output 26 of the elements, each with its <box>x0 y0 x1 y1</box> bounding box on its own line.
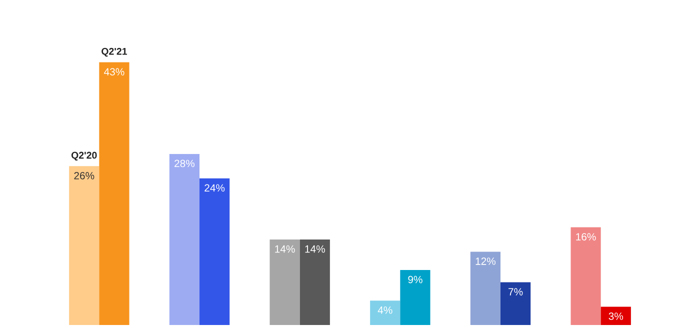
bar <box>69 166 100 326</box>
data-label: 14% <box>275 245 295 253</box>
bar <box>570 227 601 326</box>
bar <box>200 178 230 326</box>
data-label: 14% <box>305 245 325 253</box>
bar <box>470 252 500 326</box>
data-label: 43% <box>104 68 124 76</box>
bar <box>99 62 130 326</box>
bar <box>169 154 200 326</box>
data-label: 3% <box>608 312 624 320</box>
data-label: 24% <box>204 184 225 192</box>
bar <box>500 282 531 326</box>
bar <box>600 306 631 326</box>
data-label: 26% <box>74 172 94 180</box>
bar <box>400 270 430 326</box>
data-label: 9% <box>408 276 422 284</box>
data-label: 7% <box>508 288 523 296</box>
data-label: 12% <box>476 258 496 265</box>
bar <box>370 300 400 326</box>
data-label: 16% <box>576 233 596 240</box>
bar <box>300 239 330 326</box>
bar <box>270 239 300 326</box>
series-label: Q2'20 <box>71 152 97 160</box>
data-label: 28% <box>174 160 195 168</box>
series-label: Q2'21 <box>102 48 127 57</box>
data-label: 4% <box>378 306 392 314</box>
